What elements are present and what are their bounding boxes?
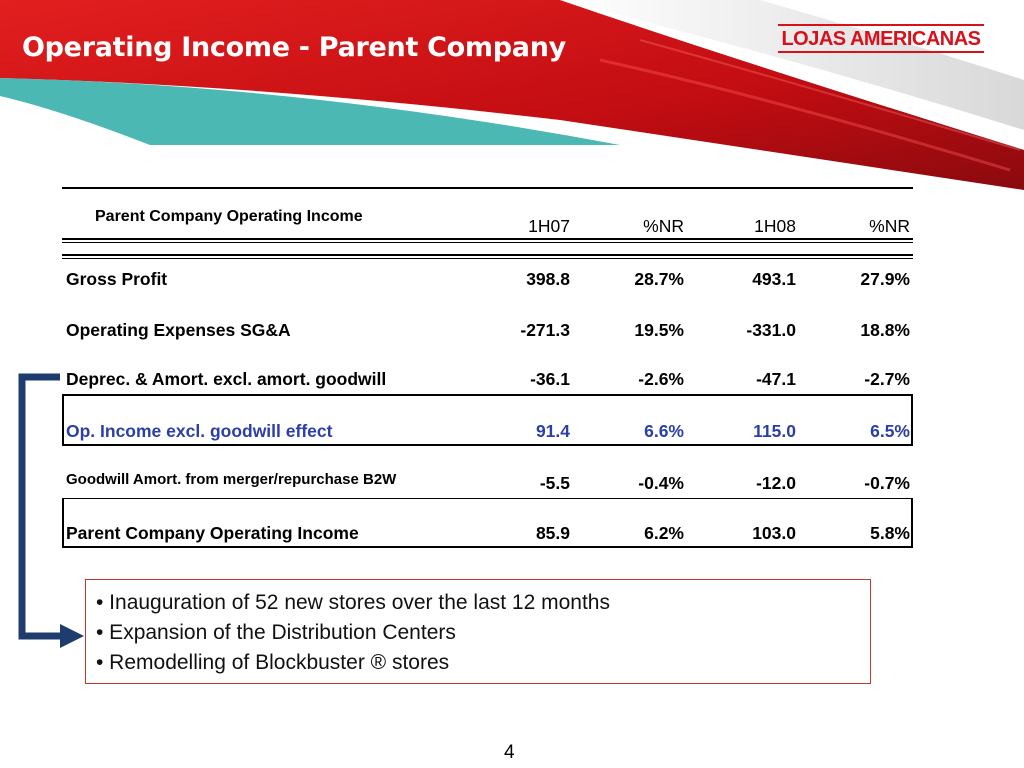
row-label-deprec-amort: Deprec. & Amort. excl. amort. goodwill	[66, 369, 387, 389]
company-logo: LOJAS AMERICANAS	[778, 24, 984, 54]
table-cell: 493.1	[752, 269, 796, 289]
table-cell: -12.0	[756, 473, 796, 493]
column-header-1h07: 1H07	[528, 216, 570, 236]
column-header-nr-1: %NR	[643, 216, 684, 236]
table-cell: -36.1	[530, 369, 570, 389]
table-cell: 103.0	[752, 523, 796, 543]
table-cell: 5.8%	[870, 523, 910, 543]
row-label-gross-profit: Gross Profit	[66, 269, 168, 289]
op-income-highlight-box	[62, 394, 913, 446]
table-cell: -0.7%	[864, 473, 910, 493]
table-cell: 18.8%	[860, 320, 910, 340]
table-cell: 19.5%	[634, 320, 684, 340]
page-number: 4	[504, 742, 515, 763]
table-cell: 6.2%	[644, 523, 684, 543]
table-header-rule-2	[62, 254, 913, 259]
row-label-operating-expenses: Operating Expenses SG&A	[66, 320, 291, 340]
table-header-rule	[62, 238, 913, 243]
table-cell: 115.0	[753, 421, 796, 441]
table-cell: -271.3	[520, 320, 570, 340]
bracket-arrow-icon	[18, 373, 84, 648]
column-header-1h08: 1H08	[754, 216, 796, 236]
bullet-item: • Remodelling of Blockbuster ® stores	[96, 651, 450, 674]
parent-income-box	[62, 498, 913, 548]
row-label-goodwill-amort: Goodwill Amort. from merger/repurchase B…	[66, 471, 397, 488]
table-cell: -47.1	[756, 369, 796, 389]
table-cell: 85.9	[535, 523, 570, 543]
logo-text: LOJAS AMERICANAS	[781, 28, 981, 50]
table-cell: 6.6%	[644, 421, 684, 441]
table-cell: -331.0	[746, 320, 796, 340]
table-cell: 398.8	[526, 269, 570, 289]
column-header-nr-2: %NR	[869, 216, 910, 236]
row-label-op-income-excl-goodwill: Op. Income excl. goodwill effect	[66, 421, 333, 441]
bullet-item: • Inauguration of 52 new stores over the…	[96, 591, 610, 614]
bullet-item: • Expansion of the Distribution Centers	[96, 621, 456, 644]
table-top-rule	[62, 187, 913, 189]
table-cell: 27.9%	[860, 269, 910, 289]
table-cell: 28.7%	[634, 269, 684, 289]
table-cell: -5.5	[539, 473, 570, 493]
table-cell: -2.6%	[638, 369, 684, 389]
table-cell: 6.5%	[870, 421, 910, 441]
header-background	[0, 0, 1024, 190]
slide-title: Operating Income - Parent Company	[22, 32, 566, 63]
table-cell: -2.7%	[864, 369, 910, 389]
highlights-box: • Inauguration of 52 new stores over the…	[85, 579, 871, 684]
table-cell: 91.4	[535, 421, 570, 441]
table-cell: -0.4%	[638, 473, 684, 493]
row-label-parent-operating-income: Parent Company Operating Income	[66, 523, 359, 543]
table-header-label: Parent Company Operating Income	[95, 208, 363, 225]
